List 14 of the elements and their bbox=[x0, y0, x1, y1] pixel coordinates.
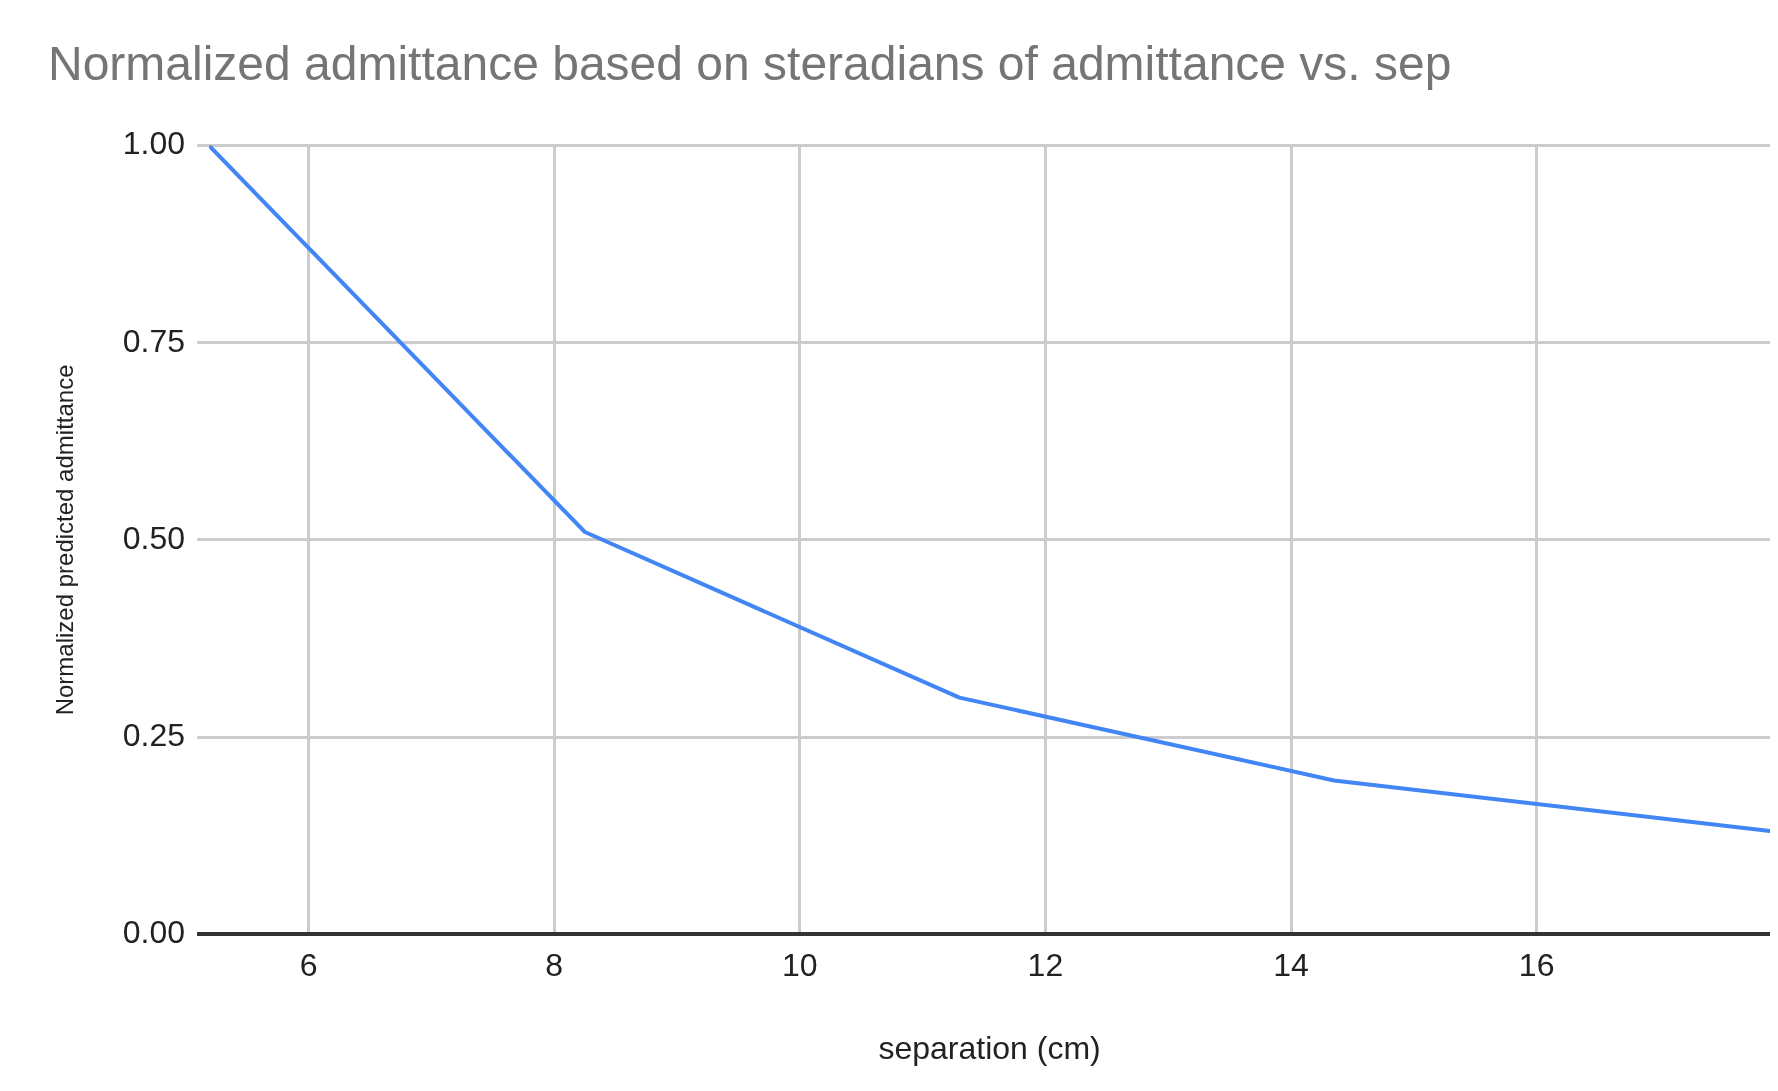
y-tick-label: 0.50 bbox=[122, 519, 186, 556]
y-tick-label: 0.75 bbox=[122, 322, 186, 359]
x-tick-label: 16 bbox=[1518, 947, 1555, 984]
y-tick-label: 0.25 bbox=[122, 716, 186, 753]
x-tick-label: 10 bbox=[782, 947, 818, 984]
x-tick-label: 12 bbox=[1027, 947, 1064, 984]
y-axis-title: Normalized predicted admittance bbox=[51, 364, 79, 716]
x-tick-label: 6 bbox=[299, 947, 318, 984]
chart-title: Normalized admittance based on steradians of admittance vs. sep bbox=[48, 37, 1452, 91]
x-axis-title: separation (cm) bbox=[878, 1029, 1101, 1066]
y-tick-label: 1.00 bbox=[122, 125, 186, 162]
y-tick-label: 0.00 bbox=[122, 914, 186, 951]
x-tick-label: 14 bbox=[1273, 947, 1309, 984]
x-tick-label: 8 bbox=[545, 947, 564, 984]
